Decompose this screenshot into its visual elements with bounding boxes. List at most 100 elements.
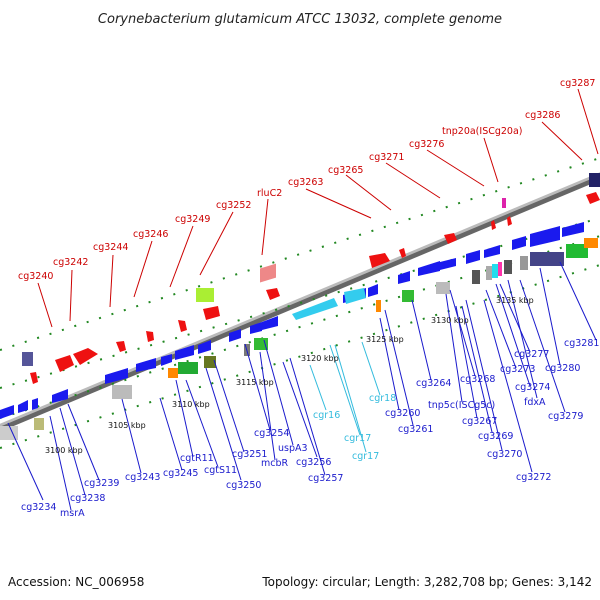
gene-label: tnp20a(ISCg20a) <box>442 126 523 137</box>
gene-box <box>436 282 450 294</box>
gene-label: cg3271 <box>369 152 404 163</box>
gene-arrow <box>418 261 440 276</box>
gene-arrow <box>466 250 480 264</box>
gene-label: cg3257 <box>308 473 343 484</box>
gene-label: cg3238 <box>70 493 105 504</box>
gene-label: cg3269 <box>478 431 513 442</box>
gene-arrow <box>116 341 126 352</box>
gene-box <box>260 263 276 283</box>
gene-arrow <box>30 372 38 384</box>
gene-arrow <box>203 306 220 320</box>
gene-box <box>178 362 198 374</box>
gene-label: tnp5c(ISCg5c) <box>428 400 495 411</box>
gene-arrow <box>266 288 280 300</box>
gene-label: cg3267 <box>462 416 497 427</box>
gene-arrow <box>55 355 74 372</box>
tick-label: 3125 kbp <box>366 335 404 344</box>
gene-label: cg3264 <box>416 378 451 389</box>
gene-label: cg3281 <box>564 338 599 349</box>
gene-label: cg3273 <box>500 364 535 375</box>
topology-summary: Topology: circular; Length: 3,282,708 bp… <box>261 575 592 589</box>
inner-guide-bottom <box>0 235 600 419</box>
gene-label: cg3276 <box>409 139 444 150</box>
gene-label: cg3249 <box>175 214 210 225</box>
gene-box <box>196 288 214 302</box>
rna-label: cgr18 <box>369 393 396 404</box>
tick-labels: 3100 kbp 3105 kbp 3110 kbp 3115 kbp 3120… <box>45 296 534 455</box>
gene-box <box>520 256 528 270</box>
tick-label: 3105 kbp <box>108 421 146 430</box>
gene-box <box>504 260 512 274</box>
gene-label: rluC2 <box>257 188 282 199</box>
gene-label: cg3265 <box>328 165 363 176</box>
gene-box <box>34 418 44 430</box>
gene-label: cg3234 <box>21 502 56 513</box>
gene-box <box>376 300 381 312</box>
gene-labels-top: cg3240 cg3242 cg3244 cg3246 cg3249 cg325… <box>18 78 595 282</box>
gene-label: cg3260 <box>385 408 420 419</box>
gene-label: cg3242 <box>53 257 88 268</box>
rna-label: cgr17 <box>352 451 379 462</box>
gene-arrow <box>178 320 187 332</box>
gene-arrow <box>175 345 194 360</box>
tick-label: 3100 kbp <box>45 446 83 455</box>
gene-label: cg3251 <box>232 449 267 460</box>
gene-arrow <box>398 271 410 284</box>
gene-label: cg3250 <box>226 480 261 491</box>
gene-labels-bottom: cg3234 msrA cg3238 cg3239 cg3243 cg3245 … <box>21 338 599 519</box>
gene-label: msrA <box>60 508 85 519</box>
gene-box <box>472 270 480 284</box>
gene-label: fdxA <box>524 397 546 408</box>
gene-label: cg3270 <box>487 449 522 460</box>
gene-box <box>502 198 506 208</box>
gene-label: cg3279 <box>548 411 583 422</box>
gene-box <box>589 173 600 187</box>
leader-lines-rna <box>309 341 381 453</box>
gene-box <box>486 266 492 280</box>
gene-arrow <box>586 192 600 204</box>
gene-label: cg3261 <box>398 424 433 435</box>
gene-arrow <box>0 405 14 419</box>
tick-label: 3120 kbp <box>301 354 339 363</box>
gene-arrow <box>105 368 128 384</box>
gene-label: cg3280 <box>545 363 580 374</box>
gene-arrow <box>491 220 496 230</box>
gene-label: cg3256 <box>296 457 331 468</box>
gene-box <box>402 290 414 302</box>
gene-label: cg3274 <box>515 382 550 393</box>
gene-arrow <box>440 258 456 270</box>
gene-label: cg3240 <box>18 271 53 282</box>
gene-label: cg3268 <box>460 374 495 385</box>
rna-label: cgr16 <box>313 410 340 421</box>
gene-arrow <box>146 331 154 342</box>
gene-label: cg3244 <box>93 242 128 253</box>
gene-arrow <box>161 354 172 366</box>
gene-box <box>498 262 502 276</box>
gene-box <box>530 252 564 266</box>
gene-box <box>112 385 132 399</box>
gene-arrow <box>530 226 560 247</box>
map-title: Corynebacterium glutamicum ATCC 13032, c… <box>98 12 502 27</box>
gene-label: cgtS11 <box>204 465 237 476</box>
gene-label: cg3272 <box>516 472 551 483</box>
gene-box <box>22 352 33 366</box>
leader-lines-bottom <box>7 261 597 511</box>
tick-label: 3115 kbp <box>236 378 274 387</box>
gene-arrow <box>198 340 211 354</box>
outer-guide-bottom <box>0 264 600 449</box>
gene-box <box>492 264 498 278</box>
outer-guide-top <box>0 157 600 351</box>
gene-arrow <box>444 233 457 244</box>
gene-label: cg3246 <box>133 229 168 240</box>
gene-label: cgtR11 <box>180 453 214 464</box>
gene-box <box>584 238 598 248</box>
tick-label: 3135 kbp <box>496 296 534 305</box>
strand-guides <box>0 157 600 449</box>
gene-arrow <box>229 329 241 342</box>
gene-arrow <box>507 216 512 226</box>
gene-label: uspA3 <box>278 443 308 454</box>
tick-label: 3110 kbp <box>172 400 210 409</box>
gene-label: cg3245 <box>163 468 198 479</box>
gene-arrow <box>562 222 584 237</box>
